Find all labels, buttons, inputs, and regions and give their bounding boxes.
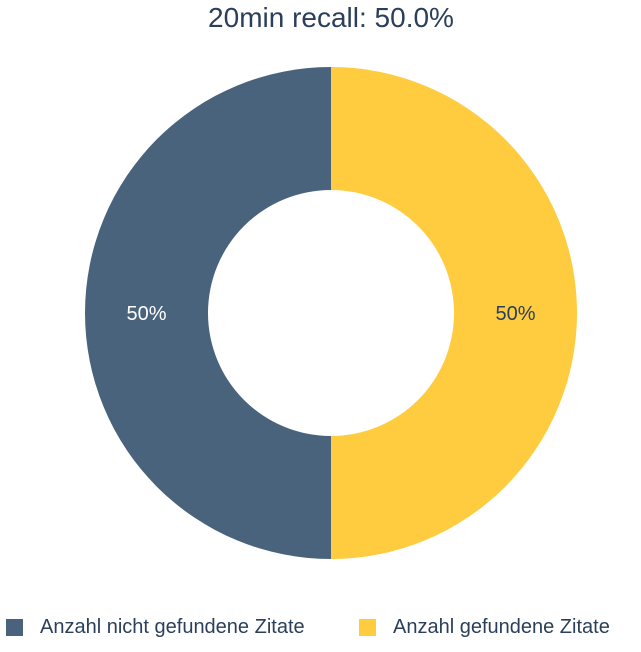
legend-label-not-found: Anzahl nicht gefundene Zitate [40, 616, 305, 638]
slice-label-not-found: 50% [126, 303, 166, 325]
chart-legend: Anzahl nicht gefundene Zitate Anzahl gef… [0, 616, 641, 648]
chart-title: 20min recall: 50.0% [208, 2, 454, 33]
legend-swatch-found [359, 619, 376, 636]
legend-item-not-found[interactable]: Anzahl nicht gefundene Zitate [6, 616, 305, 639]
slice-not-found[interactable] [85, 67, 331, 559]
slice-found[interactable] [331, 67, 577, 559]
legend-swatch-not-found [6, 619, 23, 636]
slice-label-found: 50% [495, 303, 535, 325]
legend-label-found: Anzahl gefundene Zitate [393, 616, 610, 638]
legend-item-found[interactable]: Anzahl gefundene Zitate [359, 616, 610, 639]
